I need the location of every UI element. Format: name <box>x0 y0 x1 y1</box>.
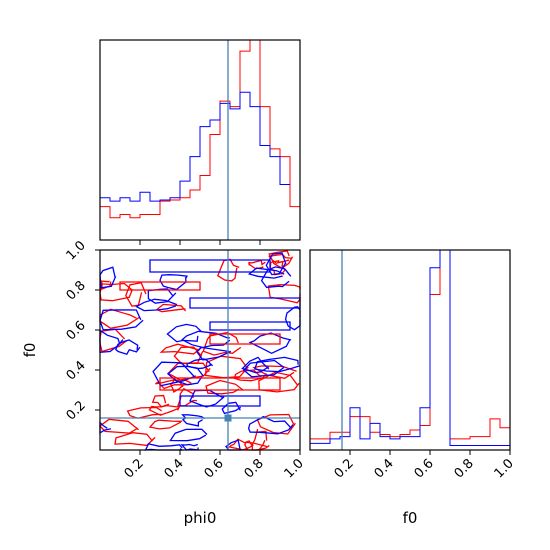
red-contour <box>204 355 249 379</box>
blue-contour <box>147 288 177 304</box>
blue-f0-histogram <box>309 249 510 450</box>
red-contour <box>233 369 267 382</box>
red-f0-histogram <box>309 249 510 450</box>
blue-contour <box>169 428 208 442</box>
red-contour <box>159 343 203 355</box>
blue-contour <box>248 332 292 355</box>
red-contour <box>99 418 140 434</box>
contour-ytick-label: 0.2 <box>64 398 89 423</box>
contour-xtick-label: 0.8 <box>242 456 267 481</box>
contour-frame <box>99 249 301 451</box>
red-contour <box>148 419 183 430</box>
red-contour <box>99 308 141 329</box>
f0-y-axis-label: f0 <box>21 343 39 358</box>
red-band-contour <box>209 333 281 345</box>
blue-band-contour <box>179 395 261 407</box>
contour-ytick-label: 1.0 <box>64 238 89 263</box>
red-contour <box>228 438 254 451</box>
f0-marginal-xtick-label: 0.4 <box>372 456 397 481</box>
red-contour <box>176 387 197 407</box>
contour-ytick-label: 0.6 <box>64 318 89 343</box>
f0-x-axis-label: f0 <box>403 509 418 527</box>
contour-xtick-label: 1.0 <box>282 456 307 481</box>
red-contour <box>244 441 270 451</box>
blue-contour <box>166 323 202 343</box>
f0-marginal-xtick-label: 0.8 <box>452 456 477 481</box>
blue-contour <box>242 359 285 378</box>
red-contour <box>126 406 162 419</box>
blue-contour <box>181 414 205 427</box>
phi0-marginal-frame <box>99 39 301 241</box>
phi0-f0-contour-panel: 0.2 0.4 0.6 0.8 1.0 0.2 0.4 0.6 0.8 1.0 <box>64 238 307 481</box>
red-phi0-histogram <box>99 39 300 240</box>
red-contour <box>267 283 301 304</box>
f0-marginal-xtick-label: 0.6 <box>412 456 437 481</box>
f0-marginal-frame <box>309 249 511 451</box>
contour-ytick-label: 0.4 <box>64 358 89 383</box>
blue-contour <box>159 274 189 291</box>
phi0-axis-label: phi0 <box>184 509 217 527</box>
red-contour <box>216 258 240 282</box>
phi0-marginal-panel <box>99 39 301 245</box>
blue-contour <box>247 267 285 279</box>
blue-contour <box>180 443 199 451</box>
f0-marginal-xtick-label: 1.0 <box>492 456 517 481</box>
f0-marginal-panel: 0.2 0.4 0.6 0.8 1.0 <box>309 249 517 481</box>
blue-contour <box>247 415 294 435</box>
blue-contour <box>260 266 292 289</box>
f0-marginal-xtick-label: 0.2 <box>332 456 357 481</box>
blue-band-contour <box>149 259 271 273</box>
blue-contour <box>135 298 178 312</box>
red-contour <box>114 432 156 447</box>
blue-contour <box>189 389 225 408</box>
blue-contour <box>152 361 197 387</box>
red-contour <box>173 346 204 365</box>
blue-contour <box>265 252 287 276</box>
blue-contour <box>115 339 141 355</box>
blue-band-contour <box>209 321 291 331</box>
contour-xtick-label: 0.4 <box>162 456 187 481</box>
truth-marker <box>224 414 232 422</box>
red-band-contour <box>119 281 201 291</box>
blue-contour <box>284 306 301 331</box>
red-contour <box>256 413 296 435</box>
blue-contour <box>196 346 232 361</box>
red-contour <box>148 404 181 416</box>
blue-contour <box>144 443 185 451</box>
contour-xtick-label: 0.6 <box>202 456 227 481</box>
red-contour <box>155 379 192 390</box>
blue-contour <box>181 330 231 349</box>
blue-contour <box>221 401 242 415</box>
blue-contour <box>253 356 300 373</box>
red-band-contour <box>159 377 281 391</box>
red-contour <box>258 371 300 393</box>
contour-ytick-label: 0.8 <box>64 278 89 303</box>
contour-xtick-label: 0.2 <box>122 456 147 481</box>
blue-phi0-histogram <box>99 91 290 240</box>
